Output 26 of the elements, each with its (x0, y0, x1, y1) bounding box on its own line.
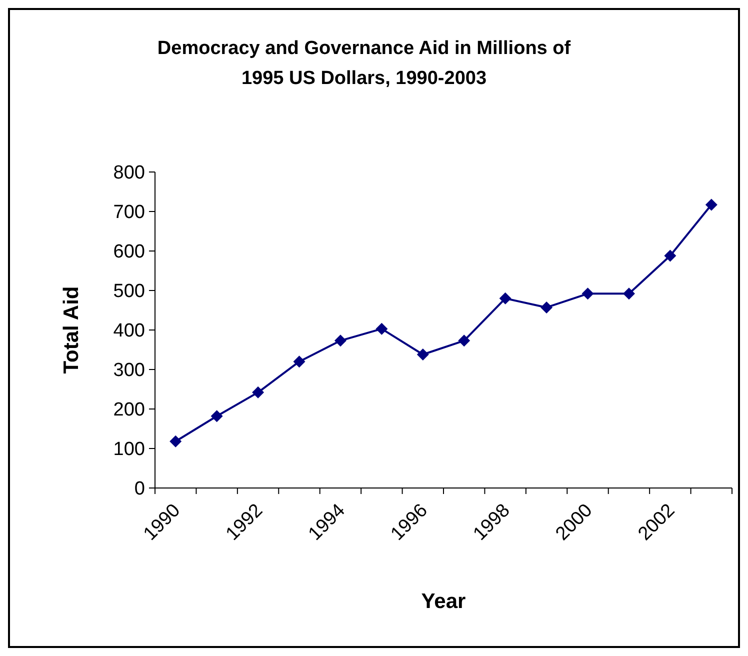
point (416, 348, 429, 360)
y-tick-label: 300 (113, 360, 145, 382)
y-tick-label: 600 (113, 242, 145, 263)
chart-title: Democracy and Governance Aid in Millions of 1995 US Dollars, 1990-2003 (157, 38, 572, 89)
y-tick-label: 800 (113, 162, 145, 184)
point (293, 356, 306, 368)
x-axis-title: Year (421, 590, 466, 613)
point (622, 288, 635, 300)
point (376, 322, 388, 335)
point (499, 292, 512, 304)
y-tick-label: 200 (113, 400, 145, 421)
point (458, 334, 470, 347)
y-tick-label: 0 (134, 478, 145, 500)
point (210, 410, 223, 422)
point (582, 288, 594, 300)
y-axis-title: Total Aid (60, 286, 83, 374)
point (334, 334, 346, 347)
y-tick-label: 100 (113, 439, 145, 460)
y-tick-label: 700 (113, 202, 145, 224)
point (170, 435, 182, 448)
point (540, 301, 553, 314)
point (664, 250, 676, 262)
y-tick-label: 400 (113, 320, 145, 342)
y-tick-label: 500 (113, 281, 145, 302)
point (252, 386, 264, 398)
point (705, 198, 718, 211)
